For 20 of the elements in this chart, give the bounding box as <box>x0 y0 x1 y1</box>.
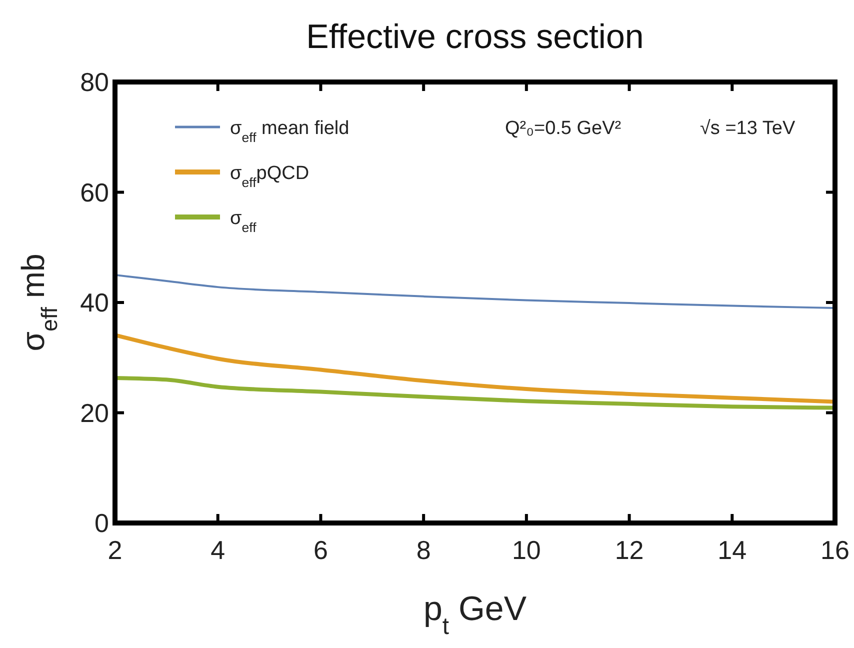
annotation: Q²₀=0.5 GeV² <box>505 118 622 139</box>
x-axis-title: p$_{t}$ GeV <box>423 590 527 640</box>
x-tick-label: 6 <box>313 535 328 565</box>
x-tick-label: 2 <box>108 535 122 565</box>
y-tick-label: 20 <box>80 398 109 428</box>
x-tick-label: 14 <box>718 535 747 565</box>
legend-label: σ$_{eff}$pQCD <box>230 163 310 190</box>
x-tick-label: 8 <box>416 535 431 565</box>
legend-label: σ$_{eff}$ mean field <box>230 118 350 144</box>
y-tick-label: 0 <box>94 508 109 538</box>
chart-title: Effective cross section <box>306 18 644 56</box>
x-tick-label: 16 <box>820 535 850 565</box>
y-tick-label: 80 <box>80 67 109 97</box>
y-tick-label: 40 <box>80 288 109 318</box>
x-tick-label: 10 <box>512 535 541 565</box>
y-tick-label: 60 <box>80 177 109 208</box>
x-tick-label: 4 <box>210 535 226 565</box>
legend-label: σ$_{eff}$ <box>230 208 257 234</box>
x-tick-label: 12 <box>614 535 644 565</box>
annotation: √s =13 TeV <box>700 118 796 139</box>
